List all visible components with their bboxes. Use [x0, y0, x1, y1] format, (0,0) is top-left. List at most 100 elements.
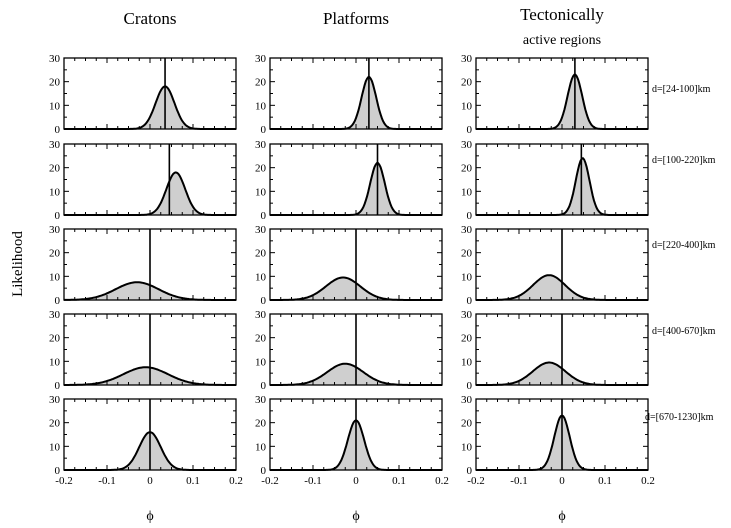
- panel-frame: [269, 143, 443, 216]
- y-tick-label: 0: [467, 124, 473, 136]
- row-label-4: d=[400-670]km: [652, 326, 716, 337]
- x-tick-label: 0.1: [186, 475, 200, 487]
- panel-0-2: 0 10 20 30: [461, 53, 649, 136]
- y-tick-label: 20: [255, 248, 267, 260]
- panel-3-2: 0 10 20 30: [461, 309, 649, 392]
- y-tick-label: 10: [255, 441, 267, 453]
- y-tick-label: 10: [255, 100, 267, 112]
- y-axis-label: Likelihood: [10, 231, 26, 297]
- y-tick-label: 0: [261, 295, 267, 307]
- y-tick-label: 0: [261, 465, 267, 477]
- panel-4-1: 0 10 20 30 -0.2 -0.1 0 0.1 0.2: [255, 394, 449, 487]
- y-tick-label: 0: [261, 124, 267, 136]
- panel-4-0: 0 10 20 30 -0.2 -0.1 0 0.1 0.2: [49, 394, 243, 487]
- y-tick-label: 30: [255, 224, 267, 236]
- column-title-cratons: Cratons: [124, 9, 177, 28]
- y-tick-label: 0: [55, 380, 61, 392]
- y-tick-label: 20: [49, 163, 61, 175]
- x-axis-label-tectonic: ϕ: [558, 509, 565, 524]
- panel-1-0: 0 10 20 30: [49, 139, 237, 222]
- y-tick-label: 20: [461, 418, 473, 430]
- y-tick-label: 20: [461, 77, 473, 89]
- y-tick-label: 30: [49, 224, 61, 236]
- y-tick-label: 20: [255, 418, 267, 430]
- panel-1-2: 0 10 20 30: [461, 139, 649, 222]
- y-tick-label: 30: [461, 224, 473, 236]
- y-tick-label: 10: [49, 100, 61, 112]
- y-tick-label: 0: [467, 465, 473, 477]
- y-tick-label: 20: [49, 418, 61, 430]
- y-tick-label: 30: [461, 139, 473, 151]
- panel-1-1: 0 10 20 30: [255, 139, 443, 222]
- x-axis-label-platforms: ϕ: [352, 509, 359, 524]
- y-tick-label: 30: [49, 139, 61, 151]
- distribution-curve: [270, 162, 442, 216]
- column-subtitle-active-regions: active regions: [523, 33, 601, 48]
- y-tick-label: 20: [461, 333, 473, 345]
- x-tick-label: 0.1: [598, 475, 612, 487]
- panel-2-0: 0 10 20 30: [49, 224, 237, 307]
- column-title-tectonically: Tectonically: [520, 5, 604, 24]
- x-tick-label: -0.1: [304, 475, 321, 487]
- y-tick-label: 10: [461, 271, 473, 283]
- row-label-5: d=[670-1230]km: [645, 412, 714, 423]
- row-label-2: d=[100-220]km: [652, 155, 716, 166]
- y-tick-label: 20: [461, 248, 473, 260]
- x-tick-label: -0.2: [261, 475, 278, 487]
- row-label-3: d=[220-400]km: [652, 240, 716, 251]
- x-tick-label: 0: [147, 475, 153, 487]
- x-tick-label: -0.2: [55, 475, 72, 487]
- x-axis-label-cratons: ϕ: [146, 509, 153, 524]
- y-tick-label: 10: [461, 441, 473, 453]
- x-tick-label: 0.2: [229, 475, 243, 487]
- panel-4-2: 0 10 20 30 -0.2 -0.1 0 0.1 0.2: [461, 394, 655, 487]
- panel-3-1: 0 10 20 30: [255, 309, 443, 392]
- y-tick-label: 20: [461, 163, 473, 175]
- panel-frame: [475, 143, 649, 216]
- x-tick-label: 0.2: [641, 475, 655, 487]
- y-tick-label: 20: [49, 333, 61, 345]
- y-tick-label: 0: [55, 295, 61, 307]
- x-tick-label: -0.2: [467, 475, 484, 487]
- x-tick-label: 0.1: [392, 475, 406, 487]
- y-tick-label: 30: [49, 394, 61, 406]
- y-tick-label: 10: [49, 271, 61, 283]
- y-tick-label: 20: [49, 248, 61, 260]
- y-tick-label: 30: [255, 53, 267, 65]
- y-tick-label: 0: [467, 380, 473, 392]
- y-tick-label: 20: [255, 333, 267, 345]
- row-label-1: d=[24-100]km: [652, 84, 711, 95]
- distribution-area: [476, 158, 648, 215]
- panel-3-0: 0 10 20 30: [49, 309, 237, 392]
- y-tick-label: 10: [255, 186, 267, 198]
- y-tick-label: 0: [261, 380, 267, 392]
- x-tick-label: 0: [559, 475, 565, 487]
- y-tick-label: 20: [255, 77, 267, 89]
- y-tick-label: 0: [261, 210, 267, 222]
- y-tick-label: 0: [467, 210, 473, 222]
- x-tick-label: -0.1: [98, 475, 115, 487]
- x-tick-label: -0.1: [510, 475, 527, 487]
- y-tick-label: 30: [255, 139, 267, 151]
- y-tick-label: 0: [55, 210, 61, 222]
- y-tick-label: 30: [255, 394, 267, 406]
- column-title-platforms: Platforms: [323, 9, 389, 28]
- panels-group: 0 10 20 30 0 10 20 30 0 10 20 30 0 10 20 30 0 10 20 30 0 10 20…: [49, 53, 655, 487]
- y-tick-label: 10: [49, 356, 61, 368]
- y-tick-label: 10: [461, 356, 473, 368]
- y-tick-label: 10: [49, 441, 61, 453]
- distribution-curve: [476, 156, 648, 216]
- distribution-area: [64, 86, 236, 129]
- distribution-area: [270, 163, 442, 215]
- y-tick-label: 30: [461, 53, 473, 65]
- y-tick-label: 10: [49, 186, 61, 198]
- distribution-area: [270, 77, 442, 129]
- panel-frame: [63, 143, 237, 216]
- y-tick-label: 0: [467, 295, 473, 307]
- panel-0-0: 0 10 20 30: [49, 53, 237, 136]
- y-tick-label: 20: [255, 163, 267, 175]
- y-tick-label: 10: [461, 186, 473, 198]
- panel-2-1: 0 10 20 30: [255, 224, 443, 307]
- y-tick-label: 10: [461, 100, 473, 112]
- distribution-area: [476, 74, 648, 129]
